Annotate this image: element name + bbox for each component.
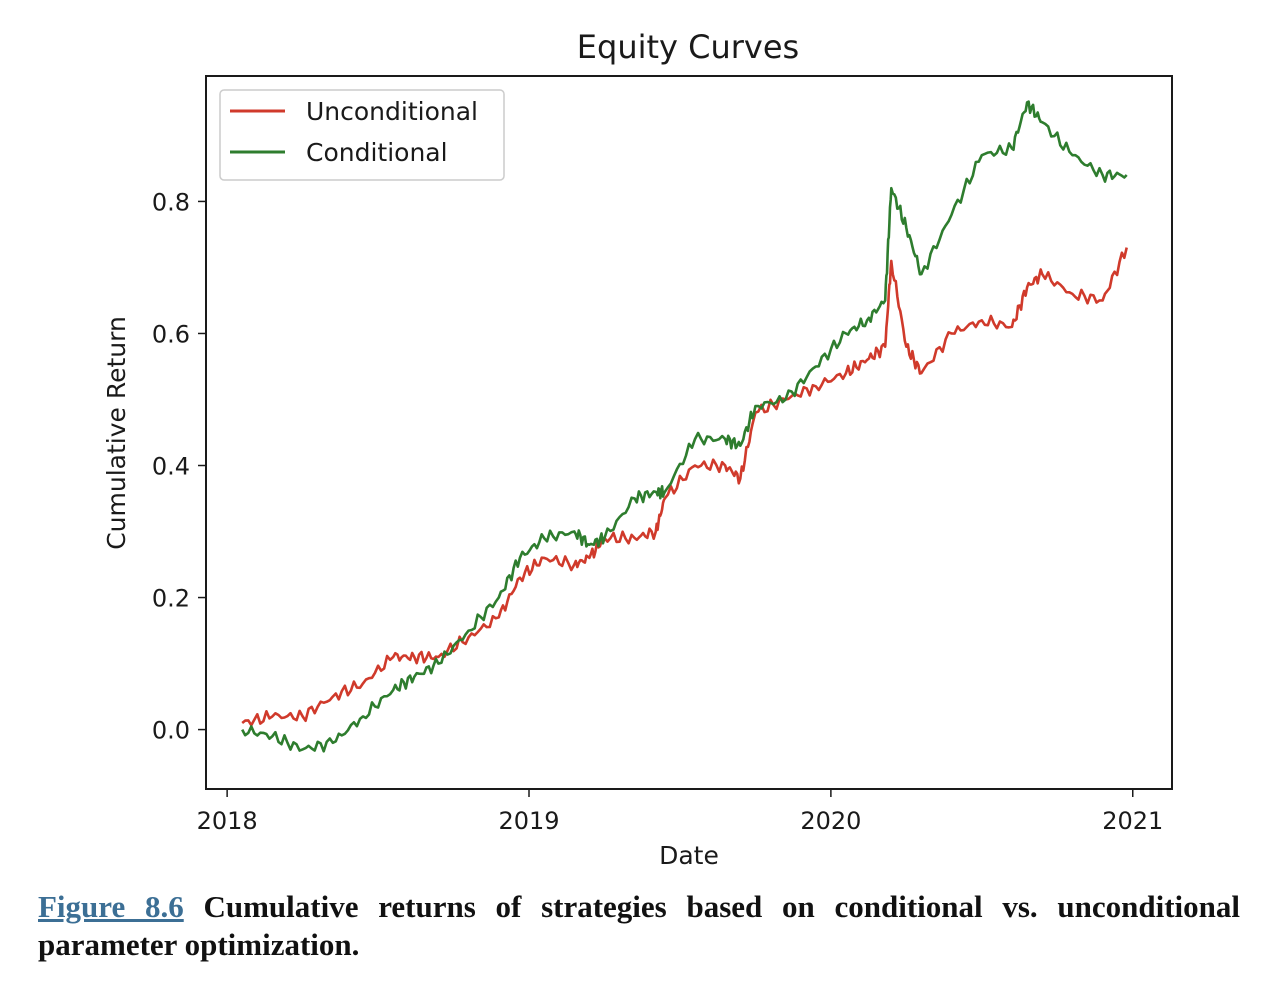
chart-title: Equity Curves xyxy=(577,28,799,66)
legend-box xyxy=(219,89,505,181)
series-line-conditional xyxy=(241,100,1128,753)
x-tick-label: 2018 xyxy=(197,807,258,835)
figure-caption: Figure 8.6 Cumulative returns of strateg… xyxy=(38,888,1240,964)
series-lines xyxy=(241,100,1128,753)
legend-label-conditional: Conditional xyxy=(306,138,448,167)
x-tick-label: 2021 xyxy=(1102,807,1163,835)
x-tick-label: 2020 xyxy=(800,807,861,835)
caption-text: Cumulative returns of strategies based o… xyxy=(38,889,1241,962)
y-tick-label: 0.0 xyxy=(152,717,190,745)
legend-label-unconditional: Unconditional xyxy=(306,97,478,126)
y-axis: 0.0 0.2 0.4 0.6 0.8 xyxy=(152,188,206,745)
x-axis: 2018 2019 2020 2021 xyxy=(197,789,1163,835)
y-tick-label: 0.4 xyxy=(152,453,190,481)
y-tick-label: 0.2 xyxy=(152,585,190,613)
y-axis-label: Cumulative Return xyxy=(102,316,131,550)
x-tick-label: 2019 xyxy=(498,807,559,835)
legend: Unconditional Conditional xyxy=(219,89,505,181)
figure-reference-link[interactable]: Figure 8.6 xyxy=(38,889,184,924)
x-axis-label: Date xyxy=(659,841,719,870)
y-tick-label: 0.6 xyxy=(152,320,190,348)
y-tick-label: 0.8 xyxy=(152,188,190,216)
equity-chart: Equity Curves 0.00.20.40.60.8 2018 2019 20… xyxy=(102,28,1173,870)
series-line-unconditional xyxy=(241,247,1128,727)
plot-frame xyxy=(205,75,1173,790)
